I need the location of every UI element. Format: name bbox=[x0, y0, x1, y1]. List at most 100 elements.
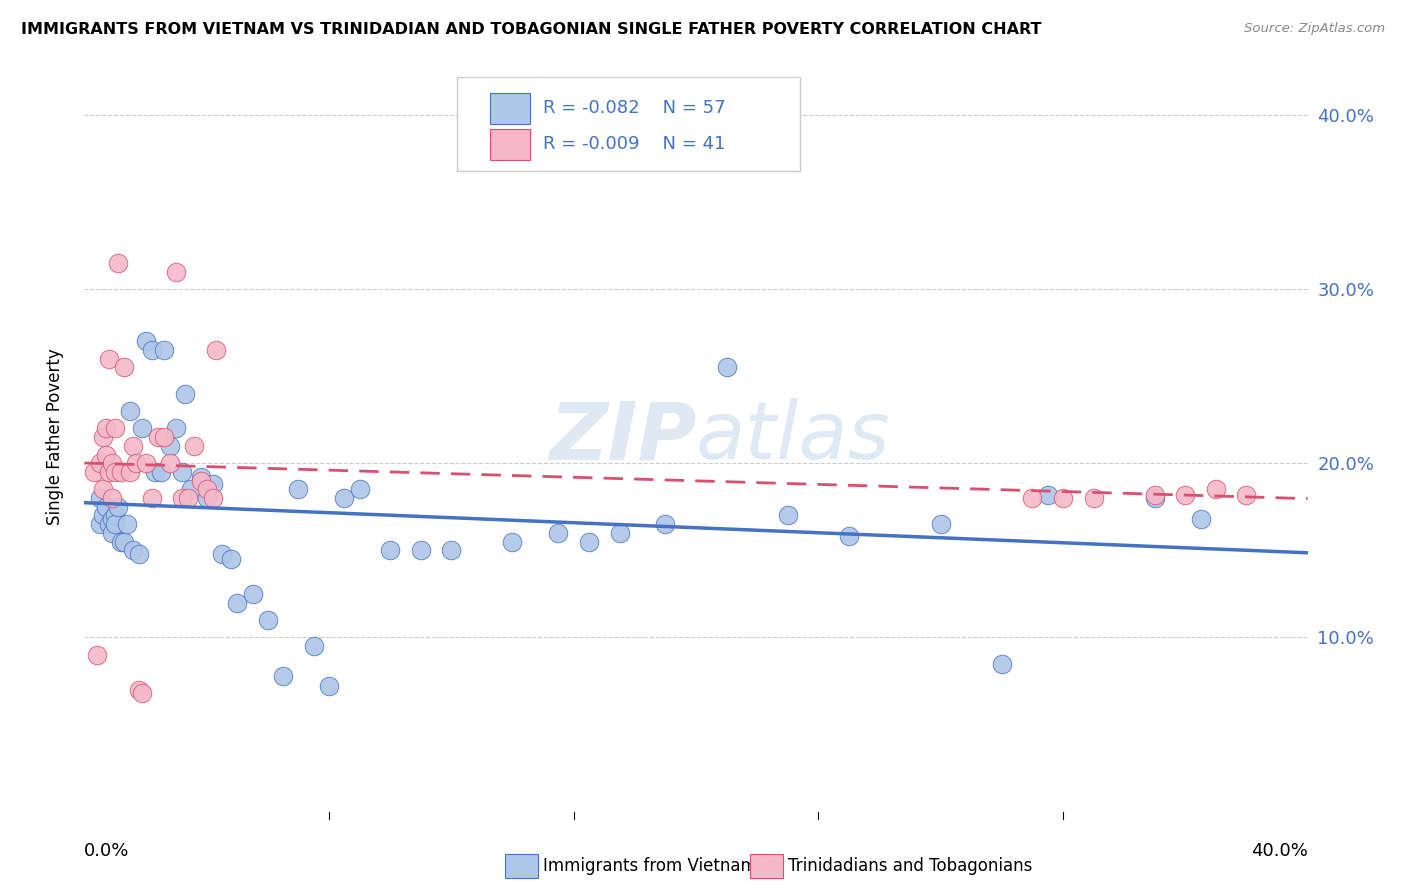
Text: ZIP: ZIP bbox=[548, 398, 696, 476]
Point bbox=[257, 613, 280, 627]
Point bbox=[86, 648, 108, 662]
Point bbox=[302, 639, 325, 653]
Point bbox=[110, 465, 132, 479]
Text: 0.0%: 0.0% bbox=[84, 842, 129, 860]
Point bbox=[125, 456, 148, 470]
Point bbox=[107, 256, 129, 270]
Point bbox=[609, 525, 631, 540]
Point bbox=[122, 439, 145, 453]
Point bbox=[146, 430, 169, 444]
Point bbox=[135, 334, 157, 349]
Point bbox=[94, 500, 117, 514]
Point bbox=[104, 517, 127, 532]
Point bbox=[143, 465, 166, 479]
Point bbox=[776, 508, 799, 523]
Point bbox=[101, 456, 124, 470]
Point bbox=[991, 657, 1014, 671]
Point bbox=[112, 360, 135, 375]
Point bbox=[141, 343, 163, 357]
Text: R = -0.009    N = 41: R = -0.009 N = 41 bbox=[543, 136, 725, 153]
Point bbox=[180, 483, 202, 497]
Point bbox=[547, 525, 569, 540]
Point bbox=[1083, 491, 1105, 505]
Point bbox=[271, 669, 294, 683]
Point bbox=[131, 686, 153, 700]
Point bbox=[1174, 487, 1197, 501]
Point bbox=[91, 508, 114, 523]
Point bbox=[1021, 491, 1043, 505]
Point bbox=[838, 529, 860, 543]
Point bbox=[112, 534, 135, 549]
Point bbox=[120, 465, 142, 479]
Point bbox=[242, 587, 264, 601]
FancyBboxPatch shape bbox=[505, 855, 538, 879]
Point bbox=[201, 477, 224, 491]
Point bbox=[287, 483, 309, 497]
Point bbox=[380, 543, 402, 558]
FancyBboxPatch shape bbox=[749, 855, 783, 879]
Point bbox=[141, 491, 163, 505]
Text: R = -0.082    N = 57: R = -0.082 N = 57 bbox=[543, 99, 725, 117]
Point bbox=[97, 351, 120, 366]
Point bbox=[1189, 512, 1212, 526]
Point bbox=[131, 421, 153, 435]
Point bbox=[1143, 491, 1166, 505]
Point bbox=[91, 430, 114, 444]
Point bbox=[226, 596, 249, 610]
Point bbox=[115, 517, 138, 532]
Point bbox=[1236, 487, 1258, 501]
Point bbox=[578, 534, 600, 549]
Point bbox=[190, 470, 212, 484]
Text: Immigrants from Vietnam: Immigrants from Vietnam bbox=[543, 857, 756, 875]
Point bbox=[149, 465, 172, 479]
Point bbox=[135, 456, 157, 470]
Point bbox=[97, 517, 120, 532]
Point bbox=[83, 465, 105, 479]
Point bbox=[205, 343, 228, 357]
Text: IMMIGRANTS FROM VIETNAM VS TRINIDADIAN AND TOBAGONIAN SINGLE FATHER POVERTY CORR: IMMIGRANTS FROM VIETNAM VS TRINIDADIAN A… bbox=[21, 22, 1042, 37]
Point bbox=[101, 525, 124, 540]
Point bbox=[104, 508, 127, 523]
FancyBboxPatch shape bbox=[491, 93, 530, 124]
Point bbox=[201, 491, 224, 505]
Point bbox=[128, 682, 150, 697]
Point bbox=[211, 547, 233, 561]
Point bbox=[91, 483, 114, 497]
Point bbox=[654, 517, 676, 532]
Point bbox=[165, 421, 187, 435]
Point bbox=[349, 483, 371, 497]
Point bbox=[1143, 487, 1166, 501]
Point bbox=[409, 543, 432, 558]
Point bbox=[97, 465, 120, 479]
Point bbox=[128, 547, 150, 561]
Point bbox=[716, 360, 738, 375]
Point bbox=[159, 456, 181, 470]
Point bbox=[120, 404, 142, 418]
Text: 40.0%: 40.0% bbox=[1251, 842, 1308, 860]
Point bbox=[104, 421, 127, 435]
Point bbox=[89, 517, 111, 532]
Point bbox=[195, 491, 218, 505]
Point bbox=[195, 483, 218, 497]
Point bbox=[107, 500, 129, 514]
Point bbox=[94, 421, 117, 435]
Point bbox=[440, 543, 463, 558]
Point bbox=[101, 512, 124, 526]
Point bbox=[174, 386, 197, 401]
Point bbox=[153, 430, 176, 444]
Point bbox=[89, 456, 111, 470]
Point bbox=[929, 517, 952, 532]
Point bbox=[1052, 491, 1074, 505]
Text: Source: ZipAtlas.com: Source: ZipAtlas.com bbox=[1244, 22, 1385, 36]
Point bbox=[219, 552, 242, 566]
Point bbox=[1205, 483, 1227, 497]
Point bbox=[502, 534, 524, 549]
Point bbox=[101, 491, 124, 505]
FancyBboxPatch shape bbox=[457, 78, 800, 171]
Point bbox=[1036, 487, 1059, 501]
Point bbox=[318, 679, 340, 693]
Point bbox=[94, 448, 117, 462]
FancyBboxPatch shape bbox=[491, 128, 530, 160]
Point bbox=[177, 491, 200, 505]
Point bbox=[333, 491, 356, 505]
